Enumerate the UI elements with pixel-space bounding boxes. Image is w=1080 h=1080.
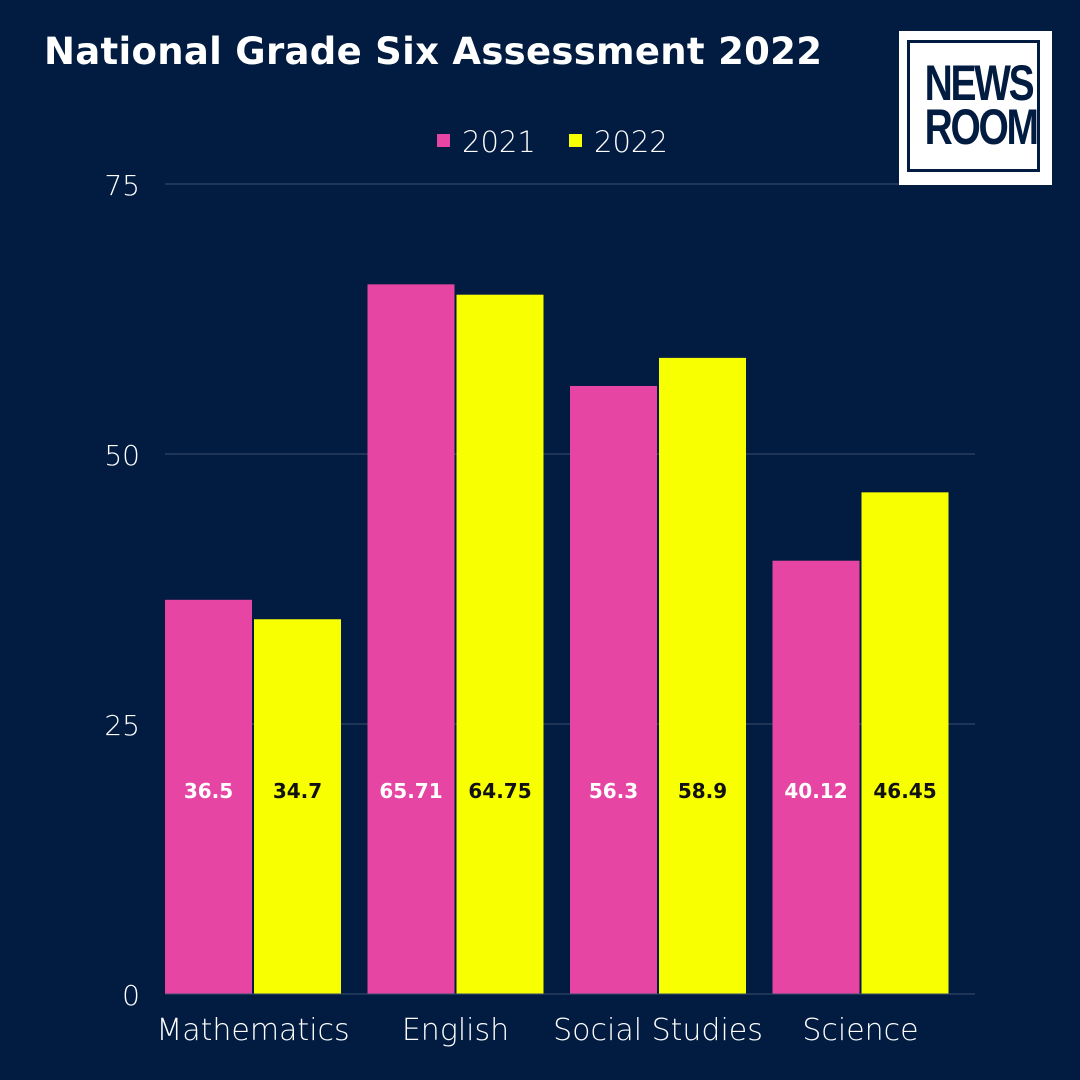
logo-frame: NEWS ROOM bbox=[907, 40, 1040, 172]
x-tick-label: Science bbox=[802, 1013, 918, 1048]
legend-swatch-2022 bbox=[569, 134, 582, 147]
axes: 0 25 50 75 Mathematics English Social Studies S… bbox=[104, 169, 975, 1048]
y-tick-label: 25 bbox=[104, 709, 140, 742]
data-label: 65.71 bbox=[379, 779, 442, 803]
chart-title: National Grade Six Assessment 2022 bbox=[44, 30, 823, 73]
data-label: 56.3 bbox=[589, 779, 638, 803]
legend-label-2022: 2022 bbox=[594, 125, 668, 159]
x-tick-label: Mathematics bbox=[156, 1013, 349, 1048]
legend-swatch-2021 bbox=[437, 134, 450, 147]
newsroom-logo: NEWS ROOM bbox=[899, 31, 1052, 185]
bars: 36.5 34.7 65.71 64.75 56.3 58.9 40.12 46.45 bbox=[165, 284, 949, 995]
data-label: 34.7 bbox=[273, 779, 322, 803]
y-tick-label: 75 bbox=[104, 169, 140, 202]
bar-2022-social-studies bbox=[659, 357, 746, 994]
data-label: 40.12 bbox=[784, 779, 847, 803]
y-tick-label: 50 bbox=[104, 439, 140, 472]
bar-2021-social-studies bbox=[570, 385, 657, 995]
bar-2022-english bbox=[456, 294, 544, 994]
x-tick-label: English bbox=[402, 1013, 509, 1048]
data-label: 36.5 bbox=[184, 779, 233, 803]
data-label: 58.9 bbox=[678, 779, 727, 803]
bar-2021-science bbox=[772, 560, 860, 994]
x-tick-label: Social Studies bbox=[553, 1013, 763, 1048]
data-label: 64.75 bbox=[468, 779, 531, 803]
legend-label-2021: 2021 bbox=[462, 125, 536, 159]
logo-text-line-1: NEWS bbox=[924, 55, 1035, 111]
bar-2022-mathematics bbox=[254, 619, 341, 994]
y-tick-label: 0 bbox=[122, 979, 140, 1012]
bar-2021-english bbox=[367, 284, 455, 994]
bar-2022-science bbox=[861, 492, 949, 994]
legend: 2021 2022 bbox=[437, 125, 668, 159]
data-label: 46.45 bbox=[873, 779, 936, 803]
bar-2021-mathematics bbox=[165, 599, 252, 994]
logo-text-line-2: ROOM bbox=[924, 99, 1039, 155]
